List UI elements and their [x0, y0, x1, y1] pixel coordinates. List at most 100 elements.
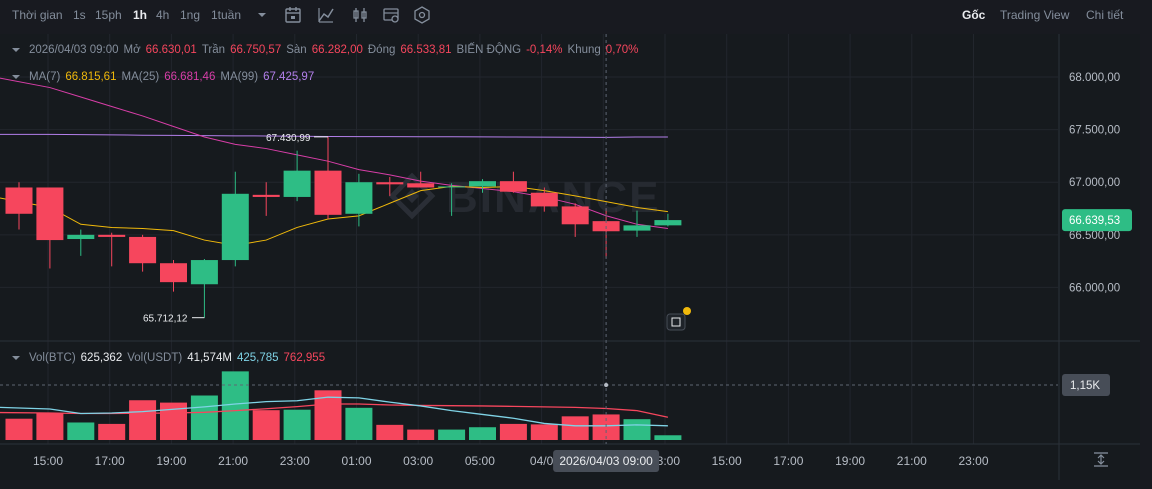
crosshair-value-tag — [1062, 374, 1110, 396]
volume-bar — [67, 422, 95, 440]
candle-body — [469, 181, 496, 187]
high-marker-label: 67.430,99 — [266, 133, 311, 144]
candle — [376, 176, 404, 196]
time-tick-label: 23:00 — [280, 454, 310, 468]
candle-body — [438, 186, 466, 188]
interval-1d[interactable]: 1ng — [180, 8, 201, 22]
time-tick-label: 03:00 — [403, 454, 433, 468]
interval-1h[interactable]: 1h — [133, 8, 148, 22]
candle-body — [407, 183, 435, 188]
volume-bar — [129, 400, 157, 440]
candle — [252, 182, 280, 216]
candle-body — [252, 194, 280, 197]
candle-body — [221, 193, 249, 261]
ma7-label: MA(7) — [29, 71, 61, 83]
interval-4h[interactable]: 4h — [156, 8, 170, 22]
news-alert-glyph — [671, 317, 681, 327]
candle — [190, 259, 218, 318]
time-tick-label: 05:00 — [465, 454, 495, 468]
view-depth[interactable]: Chi tiết — [1086, 8, 1124, 22]
candle-body — [160, 263, 187, 283]
time-tick-label: 01:00 — [341, 454, 371, 468]
volume-bar — [190, 395, 218, 440]
reset-scale-arrows — [1097, 454, 1105, 465]
low-label: Sàn — [286, 44, 307, 56]
high-value: 66.750,57 — [230, 44, 282, 56]
crosshair-point — [604, 383, 609, 387]
time-tick-label: 21:00 — [897, 454, 927, 468]
open-label: Mở — [123, 44, 141, 56]
volume-bar — [283, 409, 311, 440]
ma99-label: MA(99) — [220, 71, 259, 83]
crosshair-time-tag — [553, 450, 660, 472]
change-label: BIẾN ĐỘNG — [456, 44, 522, 56]
volume-bar — [345, 407, 373, 440]
candle — [283, 150, 311, 202]
close-label: Đóng — [367, 44, 396, 56]
calendar-icon[interactable] — [283, 5, 303, 25]
view-original[interactable]: Gốc — [962, 8, 986, 22]
news-alert-box — [666, 313, 686, 331]
ma-legend: MA(7) 66.815,61 MA(25) 66.681,46 MA(99) … — [12, 71, 314, 83]
ma99-line — [0, 133, 668, 138]
low-value: 66.282,00 — [311, 44, 363, 56]
time-tick-label: 04/0 — [530, 454, 554, 468]
vol-usdt-label: Vol(USDT) — [127, 352, 183, 364]
ma25-line — [0, 77, 668, 229]
volume-bar — [221, 371, 249, 440]
reset-scale-icon[interactable] — [1094, 452, 1108, 467]
time-tick-label: 15:00 — [33, 454, 63, 468]
candle — [98, 232, 126, 267]
candle — [530, 187, 558, 212]
candle — [438, 183, 466, 216]
ma7-value: 66.815,61 — [65, 71, 117, 83]
collapse-chevron-icon[interactable] — [12, 48, 20, 52]
collapse-chevron-icon[interactable] — [12, 75, 20, 79]
depth-settings-icon[interactable] — [381, 5, 401, 25]
time-tick-label: 21:00 — [218, 454, 248, 468]
candle-body — [376, 182, 404, 185]
volume-bar — [438, 429, 466, 440]
high-label: Trần — [201, 44, 226, 56]
candlestick-chart[interactable]: BINANCE 67.430,99 65.712,12 68.000,00 67.5… — [0, 34, 1140, 480]
candle — [499, 171, 527, 193]
time-tick-label: 17:00 — [95, 454, 125, 468]
volume-bar — [469, 427, 496, 440]
candle-body — [623, 225, 651, 231]
time-tick-label: 17:00 — [773, 454, 803, 468]
time-tick-label: 15:00 — [712, 454, 742, 468]
news-alert-icon[interactable] — [666, 307, 691, 331]
candle-body — [190, 260, 218, 285]
candle-body — [654, 220, 682, 226]
legend-date: 2026/04/03 09:00 — [29, 44, 119, 56]
crosshair-value-label: 1,15K — [1070, 380, 1100, 392]
ma25-value: 66.681,46 — [164, 71, 216, 83]
interval-dropdown-icon[interactable] — [252, 5, 272, 25]
volume-legend: Vol(BTC) 625,362 Vol(USDT) 41,574M 425,7… — [12, 352, 325, 364]
interval-1s[interactable]: 1s — [73, 8, 86, 22]
indicator-icon[interactable] — [316, 5, 336, 25]
settings-icon[interactable] — [412, 5, 432, 25]
vol-ma2-value: 762,955 — [283, 352, 326, 364]
volume-bar — [530, 424, 558, 440]
volume-bar — [654, 435, 682, 440]
price-tick-label: 68.000,00 — [1069, 72, 1120, 84]
candle-body — [67, 234, 95, 240]
candle — [654, 213, 682, 227]
candle-body — [499, 181, 527, 192]
candle — [407, 171, 435, 188]
ohlc-legend: 2026/04/03 09:00 Mở 66.630,01 Trần 66.75… — [12, 44, 638, 56]
price-tick-label: 67.000,00 — [1069, 177, 1120, 189]
open-value: 66.630,01 — [145, 44, 197, 56]
interval-15m[interactable]: 15ph — [95, 8, 122, 22]
chart-type-icon[interactable] — [350, 5, 370, 25]
view-tradingview[interactable]: Trading View — [1000, 8, 1070, 22]
chart-area[interactable]: BINANCE 67.430,99 65.712,12 68.000,00 67.5… — [0, 34, 1140, 480]
ma25-label: MA(25) — [121, 71, 160, 83]
interval-1w[interactable]: 1tuần — [211, 8, 242, 22]
volume-bar — [5, 418, 33, 440]
candle — [561, 203, 589, 237]
collapse-chevron-icon[interactable] — [12, 356, 20, 360]
range-value: 0,70% — [605, 44, 639, 56]
volume-bar — [98, 423, 126, 440]
